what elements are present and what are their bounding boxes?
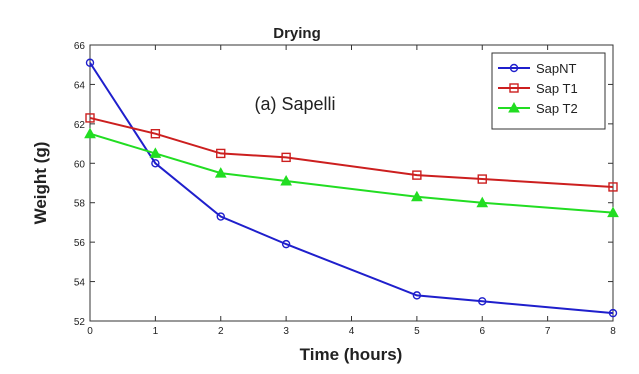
series-sap-t2: [84, 127, 619, 218]
data-point: [608, 182, 618, 192]
data-point: [85, 113, 95, 123]
x-tick-label: 6: [479, 326, 485, 337]
series-sap-t1: [85, 113, 618, 192]
legend-marker: [509, 63, 519, 73]
data-point: [476, 196, 489, 208]
series-line: [89, 62, 614, 315]
x-axis: 0 1 2 3 4 5 6 7 8: [87, 45, 616, 337]
x-tick-label: 4: [349, 326, 355, 337]
y-tick-label: 64: [74, 80, 86, 91]
y-tick-label: 54: [74, 278, 86, 289]
data-point: [84, 127, 96, 139]
data-point: [280, 174, 292, 186]
chart-annotation: (a) Sapelli: [254, 94, 335, 114]
data-point: [150, 129, 161, 139]
data-point: [478, 297, 487, 306]
data-point: [608, 308, 618, 318]
y-axis: 52 54 56 58 60 62 64 66: [74, 41, 613, 328]
y-axis-label: Weight (g): [31, 142, 50, 225]
legend-label: SapNT: [536, 61, 577, 76]
data-point: [85, 58, 95, 67]
legend-marker: [508, 101, 520, 113]
data-point: [607, 206, 619, 218]
y-tick-label: 56: [74, 238, 86, 249]
y-tick-label: 58: [74, 199, 86, 210]
x-tick-label: 1: [153, 326, 159, 337]
data-point: [281, 239, 291, 249]
x-tick-label: 2: [218, 326, 224, 337]
series-sapnt: [85, 58, 618, 318]
y-tick-label: 62: [74, 120, 86, 131]
x-axis-label: Time (hours): [300, 345, 403, 364]
legend-marker: [509, 83, 519, 93]
y-tick-label: 66: [74, 41, 86, 52]
x-tick-label: 3: [283, 326, 289, 337]
data-point: [412, 291, 422, 300]
data-point: [149, 147, 162, 158]
data-point: [411, 190, 423, 202]
x-tick-label: 0: [87, 326, 93, 337]
series-layer: [84, 58, 619, 318]
data-point: [281, 152, 291, 163]
y-tick-label: 60: [74, 159, 86, 170]
data-point: [477, 174, 487, 184]
series-line: [89, 116, 614, 188]
data-point: [216, 212, 225, 221]
chart-title: Drying: [273, 25, 321, 42]
x-tick-label: 5: [414, 326, 420, 337]
data-point: [214, 167, 227, 178]
data-point: [151, 159, 160, 168]
legend: SapNT Sap T1 Sap T2: [491, 52, 606, 130]
data-point: [412, 170, 422, 180]
data-point: [216, 148, 226, 159]
legend-label: Sap T2: [536, 101, 578, 116]
x-tick-label: 7: [545, 326, 551, 337]
y-tick-label: 52: [74, 317, 86, 328]
x-tick-label: 8: [610, 326, 616, 337]
legend-label: Sap T1: [536, 81, 578, 96]
